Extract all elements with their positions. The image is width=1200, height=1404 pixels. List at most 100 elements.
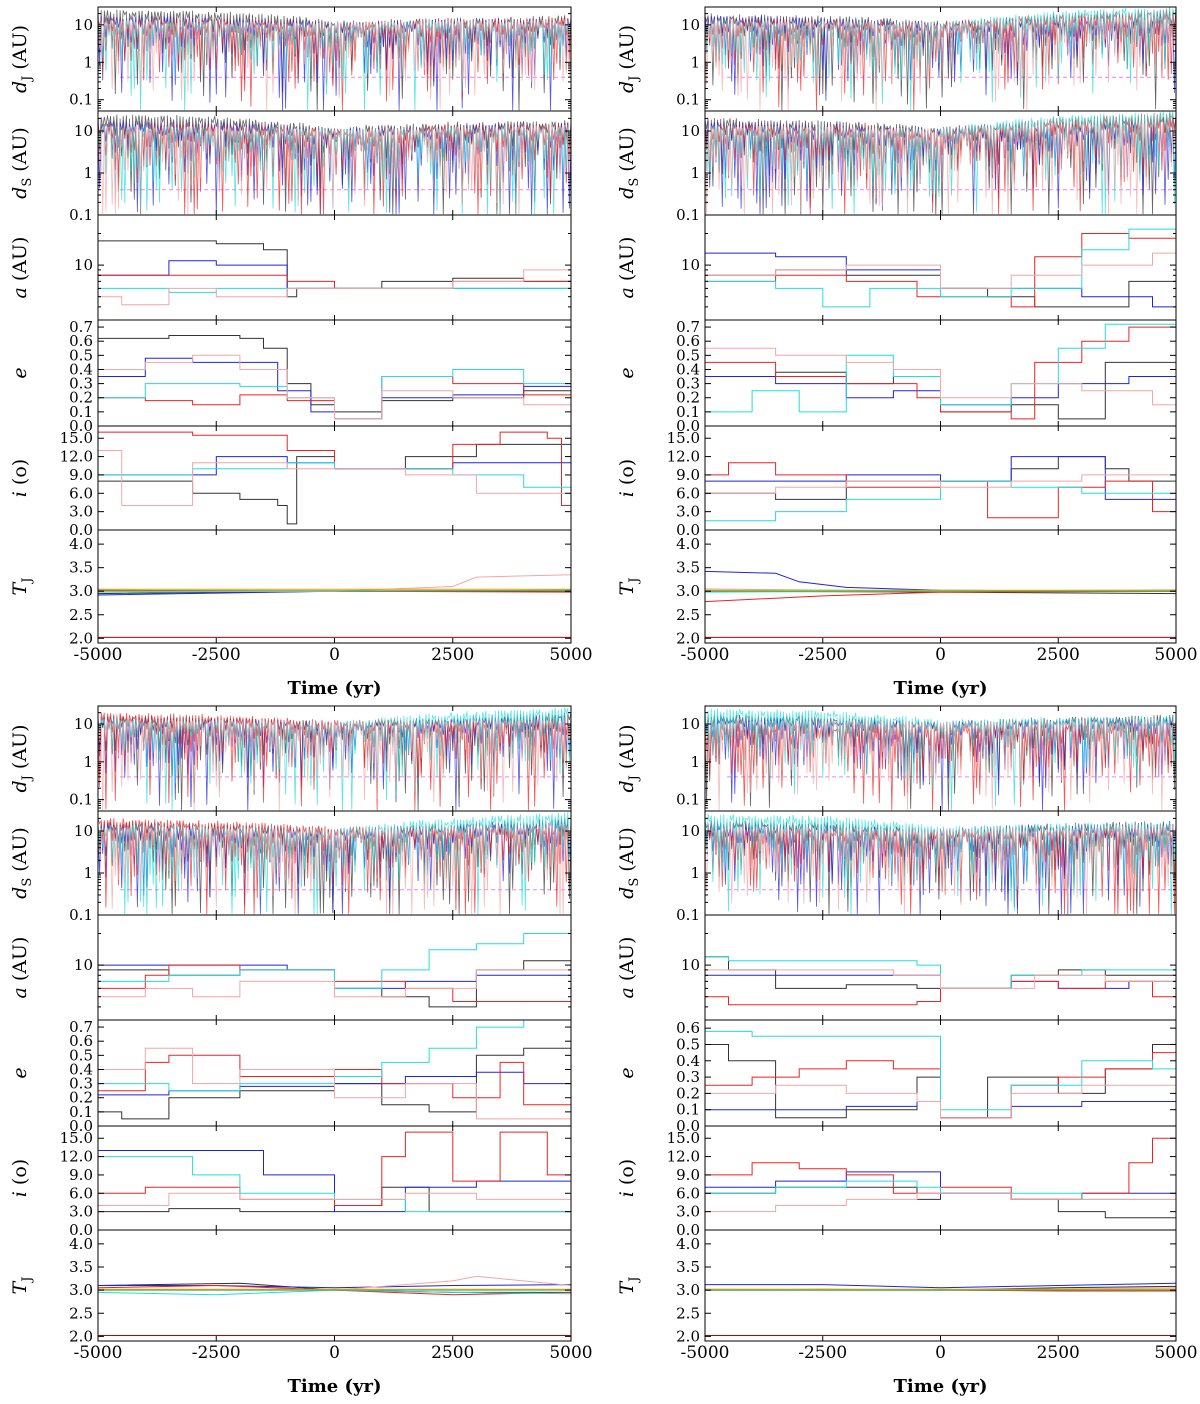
series-group	[705, 456, 1176, 522]
y-axis-label: TJ	[9, 578, 35, 596]
y-tick-label: 9.0	[69, 1166, 93, 1184]
y-tick-label: 1	[690, 164, 700, 182]
x-tick-label: -5000	[680, 645, 729, 665]
series-group	[705, 321, 1176, 420]
series-pink	[98, 823, 571, 915]
y-axis-label: e	[616, 367, 638, 378]
y-tick-label: 0.1	[676, 1101, 700, 1119]
y-tick-label: 0.6	[69, 1032, 93, 1050]
subfigure-2: 10 1 0.1 dJ (AU) 10 1 0.1 dS (AU) 10 a (AU) 0.70.6…	[616, 6, 1198, 699]
series-group	[705, 708, 1176, 811]
panel-i: 15.012.09.06.03.00.0 i (o)	[9, 1125, 572, 1239]
y-tick-label: 0.0	[676, 1117, 700, 1135]
y-tick-label: 0.2	[69, 389, 93, 407]
series-group	[98, 1131, 571, 1213]
x-tick-label: 0	[329, 645, 340, 665]
y-tick-label: 6.0	[69, 484, 93, 502]
series-cyan	[705, 111, 1176, 215]
y-tick-label: 3.5	[69, 559, 93, 577]
y-axis-label: dS (AU)	[616, 127, 642, 199]
series-blue	[705, 1282, 1176, 1289]
y-tick-label: 0.4	[676, 1052, 700, 1070]
y-axis-label: a (AU)	[616, 237, 638, 299]
x-tick-label: -5000	[73, 1343, 122, 1363]
series-cyan	[705, 1180, 1176, 1200]
series-pink	[705, 347, 1176, 412]
y-tick-label: 4.0	[69, 535, 93, 553]
y-tick-label: 0.3	[69, 375, 93, 393]
series-group	[98, 812, 571, 915]
series-pink	[98, 716, 571, 811]
series-pink	[98, 450, 571, 506]
panel-TJ: 4.0 3.5 3.0 2.5 2.0 TJ	[9, 1229, 572, 1345]
y-tick-label: 0.5	[69, 1046, 93, 1064]
y-axis-label: e	[9, 367, 31, 378]
x-axis-label: Time (yr)	[288, 678, 382, 699]
panel-TJ: 4.0 3.5 3.0 2.5 2.0 TJ	[9, 529, 572, 647]
series-pink	[705, 474, 1176, 494]
series-group	[98, 707, 571, 811]
y-tick-label: 0.1	[676, 791, 700, 809]
y-tick-label: 0.7	[69, 1018, 93, 1036]
y-tick-label: 3.5	[69, 1258, 93, 1276]
y-tick-label: 9.0	[69, 466, 93, 484]
panel-e: 0.70.60.50.40.30.20.10.0 e	[9, 1018, 572, 1135]
y-tick-label: 0.1	[69, 791, 93, 809]
y-tick-label: 0.1	[69, 906, 93, 924]
series-pink	[705, 15, 1176, 111]
y-axis-label: i (o)	[616, 459, 638, 497]
panel-dS: 10 1 0.1 dS (AU)	[616, 810, 1177, 924]
y-tick-label: 0.3	[69, 1075, 93, 1093]
y-tick-label: 15.0	[667, 1129, 700, 1147]
x-tick-label: 5000	[1154, 645, 1197, 665]
panel-frame	[97, 529, 572, 644]
y-tick-label: 0.5	[676, 1035, 700, 1053]
y-tick-label: 12.0	[667, 448, 700, 466]
y-tick-label: 15.0	[667, 429, 700, 447]
y-tick-label: 0.0	[676, 521, 700, 539]
y-tick-label: 12.0	[667, 1148, 700, 1166]
series-black	[98, 240, 571, 298]
panel-dJ: 10 1 0.1 dJ (AU)	[616, 705, 1177, 812]
y-axis-label: dJ (AU)	[616, 725, 642, 793]
y-axis-label: e	[9, 1067, 31, 1078]
series-pink	[98, 1047, 571, 1120]
y-tick-label: 3.0	[676, 582, 700, 600]
panel-a: 10 a (AU)	[9, 214, 572, 321]
y-tick-label: 10	[681, 956, 700, 974]
series-group	[98, 240, 571, 306]
y-tick-label: 2.0	[69, 1327, 93, 1345]
y-tick-label: 3.0	[676, 503, 700, 521]
y-tick-label: 10	[74, 256, 93, 274]
panel-a: 10 a (AU)	[616, 914, 1177, 1021]
y-tick-label: 10	[681, 256, 700, 274]
y-tick-label: 1	[690, 53, 700, 71]
series-group	[705, 1030, 1176, 1119]
x-axis-label: Time (yr)	[288, 1376, 382, 1397]
y-tick-label: 0.0	[69, 1221, 93, 1239]
x-tick-label: 0	[935, 645, 946, 665]
x-tick-label: 5000	[549, 1343, 592, 1363]
series-pink	[98, 354, 571, 420]
panel-dS: 10 1 0.1 dS (AU)	[616, 110, 1177, 224]
series-group	[705, 111, 1176, 215]
series-group	[705, 813, 1176, 915]
y-tick-label: 6.0	[69, 1184, 93, 1202]
y-tick-label: 2.5	[676, 1304, 700, 1322]
series-pink	[98, 265, 571, 306]
y-tick-label: 1	[83, 53, 93, 71]
series-red	[705, 8, 1176, 111]
y-tick-label: 10	[681, 122, 700, 140]
y-axis-label: e	[616, 1067, 638, 1078]
series-pink	[98, 1192, 571, 1206]
x-tick-label: -2500	[192, 645, 241, 665]
series-pink	[705, 718, 1176, 811]
y-tick-label: 2.0	[676, 1327, 700, 1345]
series-pink	[705, 1084, 1176, 1119]
y-tick-label: 0.0	[69, 521, 93, 539]
y-tick-label: 12.0	[60, 1148, 93, 1166]
y-tick-label: 1	[83, 753, 93, 771]
series-group	[98, 1275, 571, 1336]
x-tick-label: -5000	[680, 1343, 729, 1363]
y-tick-label: 4.0	[676, 1235, 700, 1253]
